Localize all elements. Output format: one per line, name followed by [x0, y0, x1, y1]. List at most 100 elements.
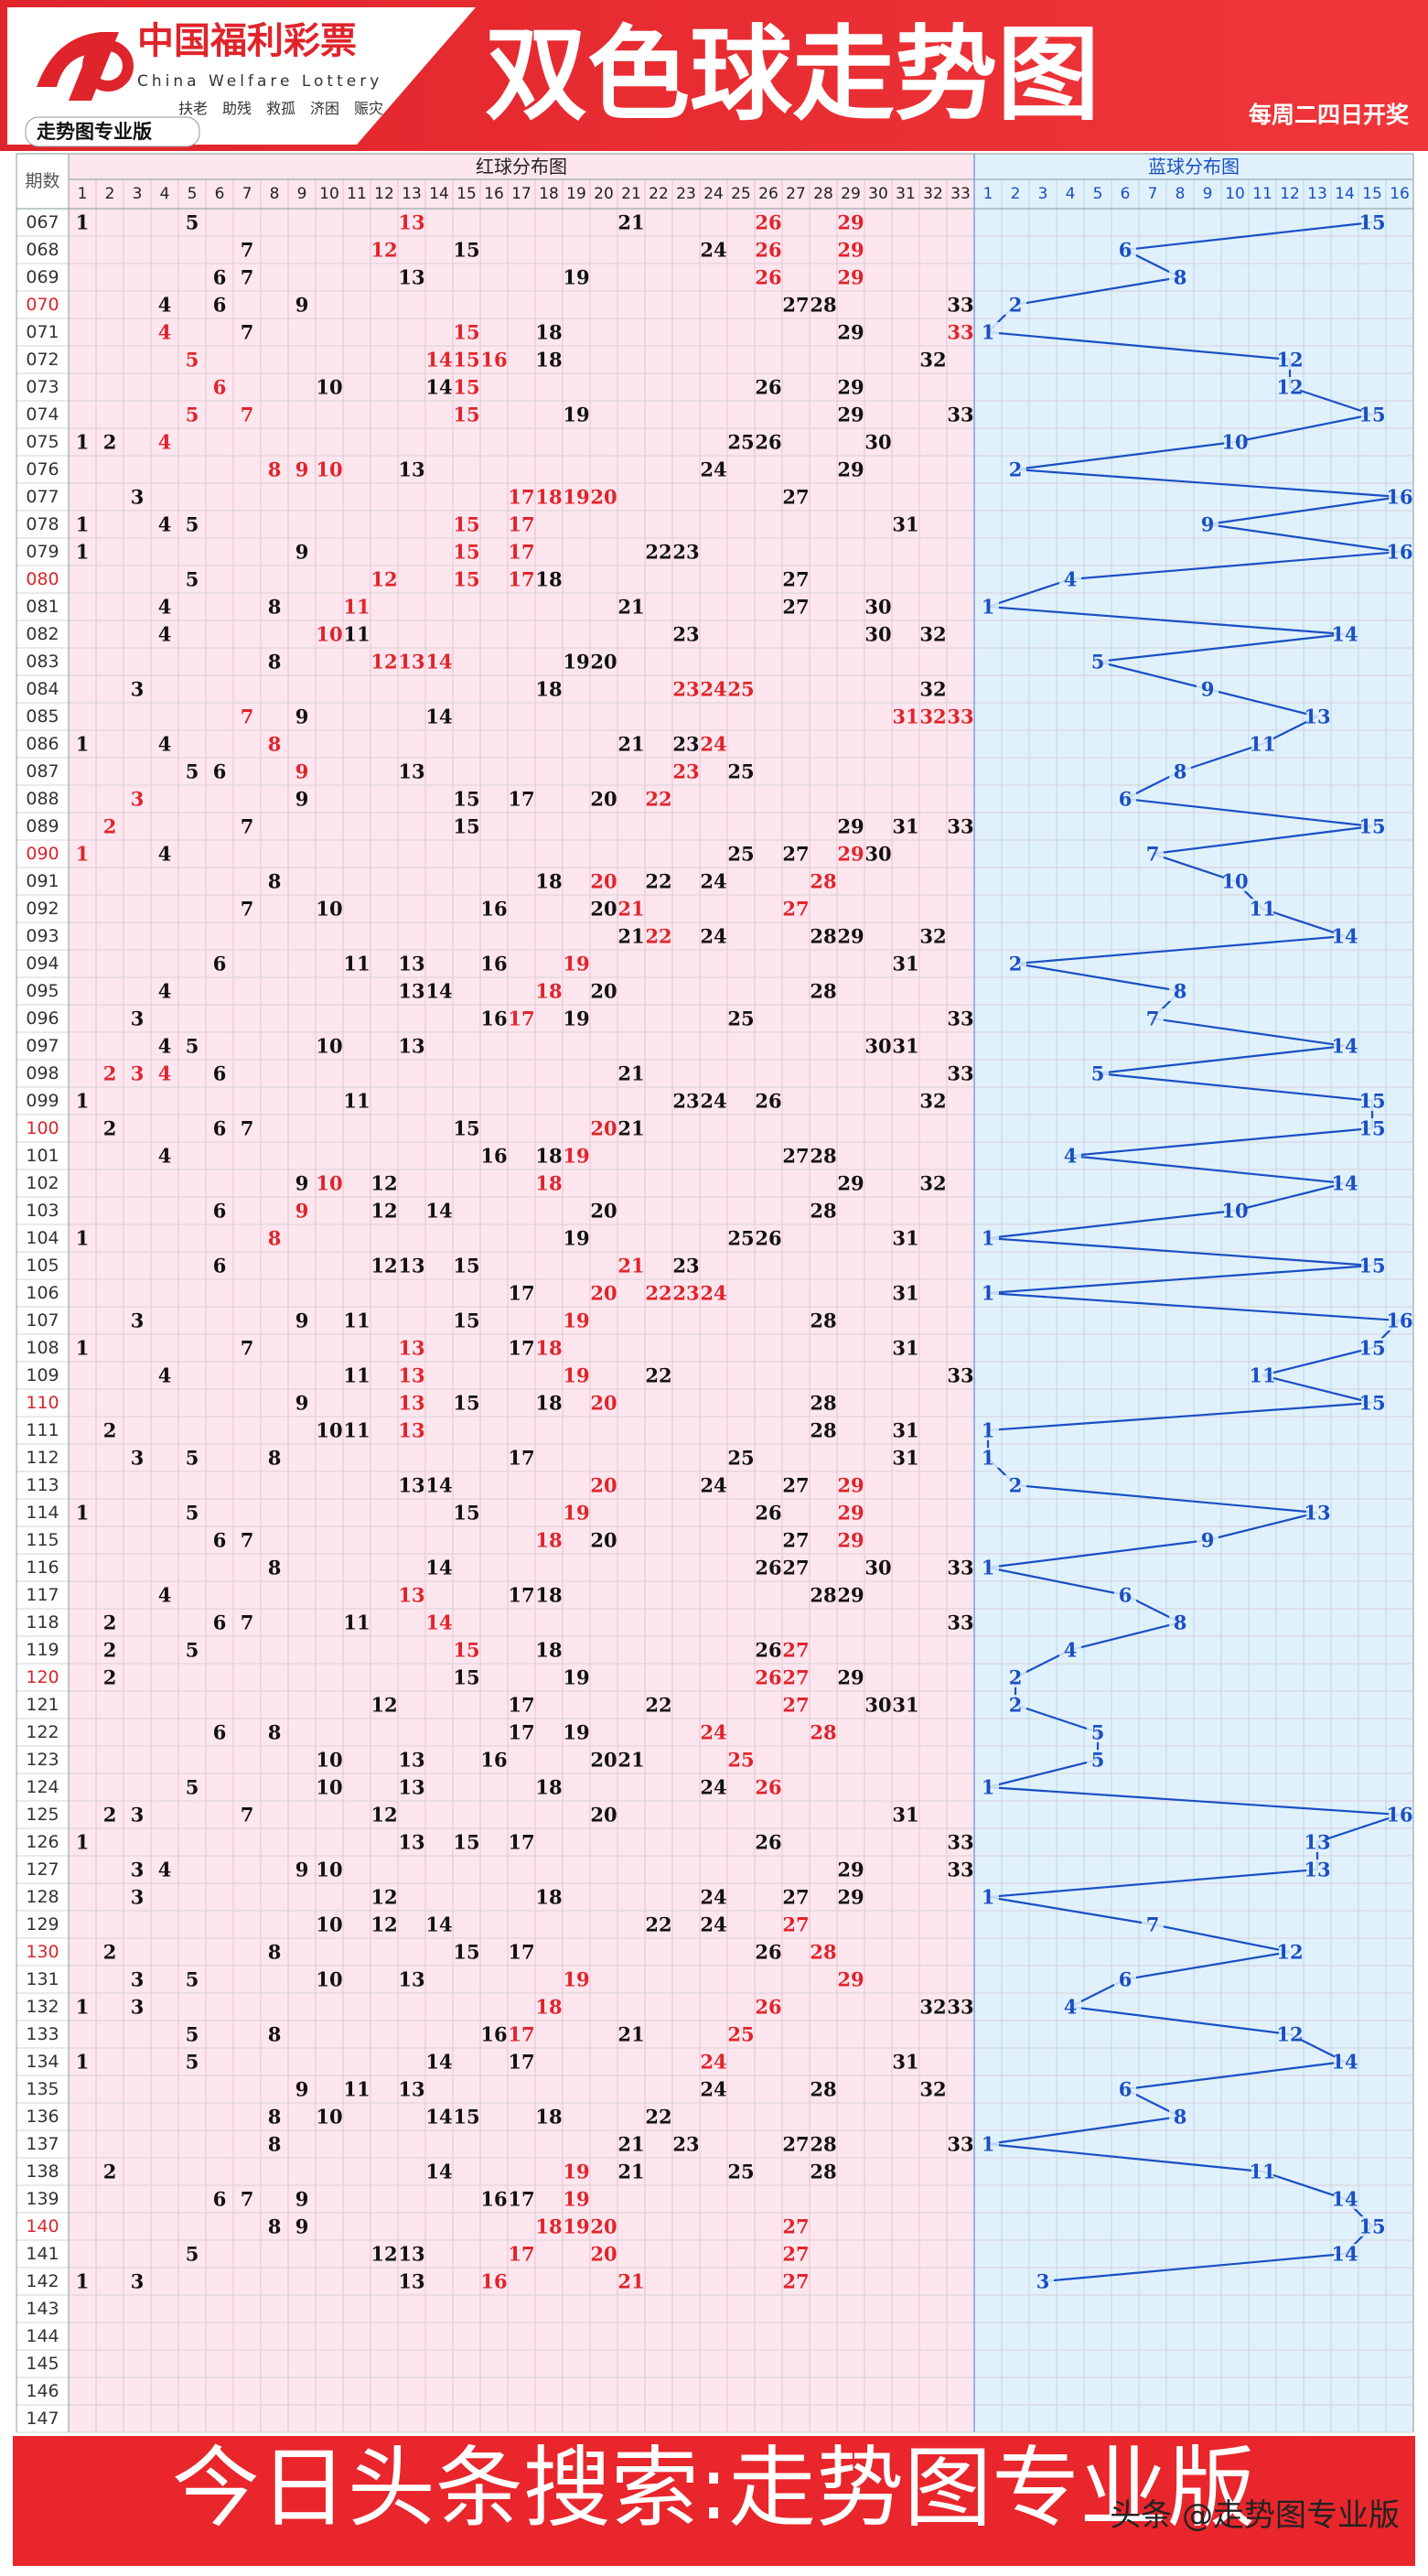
red-ball: 28	[810, 1721, 836, 1744]
red-ball: 17	[508, 1831, 534, 1854]
red-ball: 13	[398, 2270, 424, 2293]
blue-ball-bg	[1114, 1969, 1136, 1989]
red-ball: 3	[131, 1447, 145, 1470]
red-column-label: 18	[539, 185, 559, 203]
title: 双色球走势图	[485, 16, 1100, 135]
red-ball: 1	[76, 733, 90, 756]
period-label: 086	[26, 734, 59, 754]
blue-ball-bg	[1087, 1063, 1109, 1083]
red-ball: 15	[453, 1941, 479, 1964]
red-ball: 30	[864, 843, 891, 866]
red-ball: 19	[563, 651, 589, 674]
red-ball: 4	[158, 513, 172, 536]
blue-column-label: 11	[1252, 185, 1272, 203]
blue-ball-bg	[1059, 1640, 1081, 1660]
red-ball: 23	[672, 2133, 699, 2156]
blue-ball-bg	[977, 2134, 999, 2154]
blue-column-label: 9	[1203, 185, 1213, 203]
red-ball: 27	[782, 596, 809, 619]
red-ball: 5	[186, 568, 199, 591]
red-ball: 22	[645, 541, 671, 564]
blue-ball: 12	[1276, 349, 1303, 372]
red-ball: 7	[241, 1611, 254, 1634]
red-column-label: 15	[456, 185, 477, 203]
red-ball: 26	[755, 1557, 781, 1579]
red-ball: 13	[398, 980, 424, 1003]
period-label: 146	[26, 2381, 59, 2401]
blue-ball: 15	[1358, 1255, 1385, 1277]
red-ball: 13	[398, 1968, 424, 1991]
red-ball: 13	[398, 2243, 424, 2266]
blue-ball: 1	[982, 1282, 995, 1305]
red-ball: 7	[241, 1804, 254, 1827]
red-ball: 24	[700, 2078, 726, 2101]
red-ball: 33	[947, 1062, 973, 1085]
red-ball: 19	[563, 2215, 589, 2238]
period-label: 115	[26, 1530, 59, 1550]
red-ball: 6	[213, 1200, 227, 1223]
red-ball: 8	[268, 1941, 282, 1964]
red-ball: 19	[563, 953, 589, 975]
period-label: 117	[26, 1585, 59, 1605]
red-ball: 9	[295, 1392, 309, 1415]
red-ball: 22	[645, 870, 671, 893]
period-label: 140	[26, 2216, 59, 2236]
red-ball: 13	[398, 2078, 424, 2101]
red-ball: 20	[590, 1529, 617, 1552]
red-ball: 16	[480, 1145, 507, 1168]
red-ball: 25	[727, 678, 754, 701]
red-ball: 21	[617, 733, 644, 756]
blue-ball-bg	[977, 1448, 999, 1468]
red-ball: 24	[700, 1090, 726, 1113]
period-label: 076	[26, 459, 59, 480]
blue-ball: 2	[1009, 458, 1023, 481]
red-ball: 8	[268, 733, 282, 756]
red-ball: 26	[755, 1831, 781, 1854]
red-ball: 14	[425, 2161, 452, 2183]
red-ball: 6	[213, 2188, 227, 2211]
blue-ball-bg	[1004, 459, 1026, 480]
blue-ball: 6	[1119, 239, 1133, 262]
period-label: 108	[26, 1338, 59, 1358]
blue-ball-bg	[977, 1887, 999, 1907]
period-label: 089	[26, 816, 59, 836]
red-ball: 7	[241, 266, 254, 289]
red-ball: 28	[810, 2078, 836, 2101]
blue-ball: 12	[1276, 1941, 1303, 1964]
red-ball: 25	[727, 2161, 754, 2183]
red-ball: 23	[672, 733, 699, 756]
red-ball: 12	[370, 568, 397, 591]
blue-ball: 12	[1276, 2023, 1303, 2046]
red-ball: 7	[241, 239, 254, 262]
red-ball: 6	[213, 1255, 227, 1277]
blue-ball-bg	[1334, 926, 1356, 946]
period-label: 111	[26, 1420, 59, 1440]
blue-ball-bg	[1334, 2052, 1356, 2072]
period-label: 109	[26, 1365, 59, 1385]
red-ball: 33	[947, 404, 973, 426]
red-ball: 20	[590, 1282, 617, 1305]
red-ball: 16	[480, 349, 507, 372]
red-ball: 21	[617, 925, 644, 948]
red-ball: 27	[782, 2215, 809, 2238]
badge-box	[25, 116, 200, 147]
red-ball: 7	[241, 404, 254, 426]
red-ball: 2	[103, 1941, 117, 1964]
red-ball: 32	[919, 349, 946, 372]
red-column-label: 27	[786, 185, 806, 203]
red-ball: 1	[76, 2270, 90, 2293]
blue-ball: 14	[1331, 1035, 1358, 1058]
red-ball: 3	[131, 1886, 145, 1909]
red-ball: 4	[158, 596, 172, 619]
period-label: 145	[26, 2354, 59, 2374]
red-ball: 32	[919, 925, 946, 948]
red-ball: 26	[755, 431, 781, 454]
red-ball: 9	[295, 294, 309, 317]
slogan: 济困	[310, 100, 339, 117]
blue-ball: 7	[1146, 1008, 1160, 1030]
blue-ball-bg	[1334, 1173, 1356, 1193]
red-ball: 19	[563, 1008, 589, 1030]
red-ball: 24	[700, 870, 726, 893]
red-ball: 27	[782, 1145, 809, 1168]
period-label: 068	[26, 240, 59, 260]
